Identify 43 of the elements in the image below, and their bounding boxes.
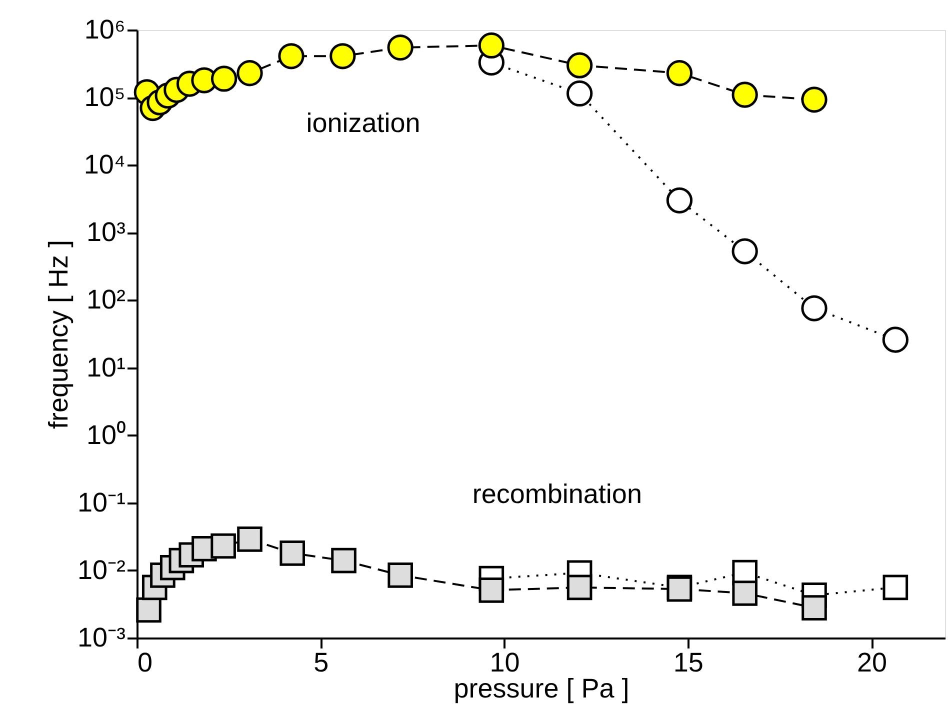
y-tick-label: 10⁻¹ bbox=[77, 487, 126, 518]
point bbox=[566, 574, 592, 600]
y-tick-label: 10² bbox=[86, 284, 126, 315]
point bbox=[882, 326, 908, 353]
annotation: ionization bbox=[306, 108, 420, 138]
point bbox=[280, 540, 306, 566]
point bbox=[732, 82, 758, 108]
x-tick-label: 20 bbox=[857, 648, 888, 678]
x-tick-label: 15 bbox=[673, 648, 704, 678]
point bbox=[478, 32, 504, 59]
point bbox=[566, 52, 593, 78]
point bbox=[666, 60, 693, 86]
y-axis-title: frequency [ Hz ] bbox=[43, 240, 74, 430]
point bbox=[136, 597, 162, 623]
point bbox=[210, 66, 238, 92]
point bbox=[330, 43, 356, 70]
point bbox=[478, 578, 504, 603]
y-tick-label: 10¹ bbox=[86, 352, 126, 382]
point bbox=[331, 548, 356, 574]
x-tick-label: 5 bbox=[314, 648, 329, 678]
point bbox=[882, 574, 908, 600]
point bbox=[732, 238, 758, 264]
point bbox=[566, 80, 593, 107]
point bbox=[732, 580, 758, 606]
point bbox=[802, 595, 827, 620]
annotation: recombination bbox=[472, 479, 642, 510]
point bbox=[801, 86, 828, 113]
x-tick-label: 0 bbox=[138, 648, 153, 678]
y-tick-label: 10³ bbox=[86, 217, 126, 248]
point bbox=[237, 526, 262, 552]
point bbox=[388, 562, 413, 588]
y-tick-label: 10⁴ bbox=[84, 150, 126, 180]
point bbox=[666, 187, 693, 214]
point bbox=[236, 60, 263, 86]
point bbox=[387, 34, 414, 61]
y-tick-label: 10⁻³ bbox=[77, 622, 126, 652]
y-tick-label: 10⁶ bbox=[84, 14, 126, 44]
point bbox=[278, 43, 304, 70]
point bbox=[210, 533, 236, 559]
y-tick-label: 10⁵ bbox=[84, 82, 126, 112]
point bbox=[801, 295, 828, 322]
y-tick-label: 10⁰ bbox=[86, 420, 126, 450]
y-tick-label: 10⁻² bbox=[77, 554, 126, 585]
